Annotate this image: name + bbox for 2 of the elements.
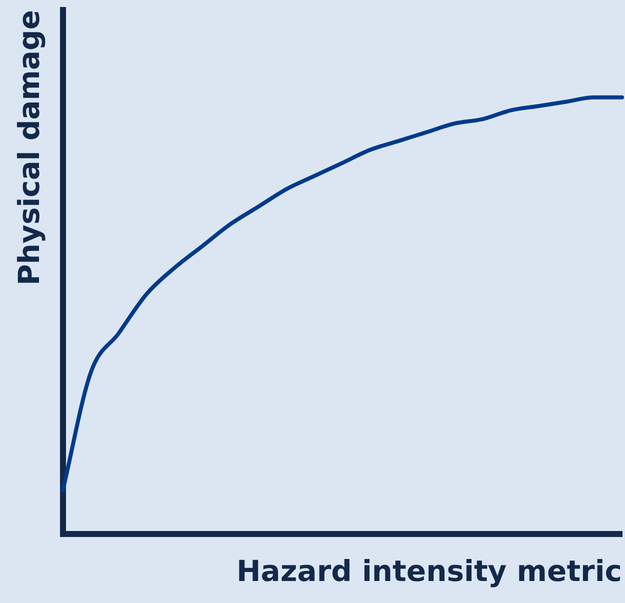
x-axis-title: Hazard intensity metric xyxy=(236,554,622,588)
y-axis-title: Physical damage xyxy=(12,10,46,286)
